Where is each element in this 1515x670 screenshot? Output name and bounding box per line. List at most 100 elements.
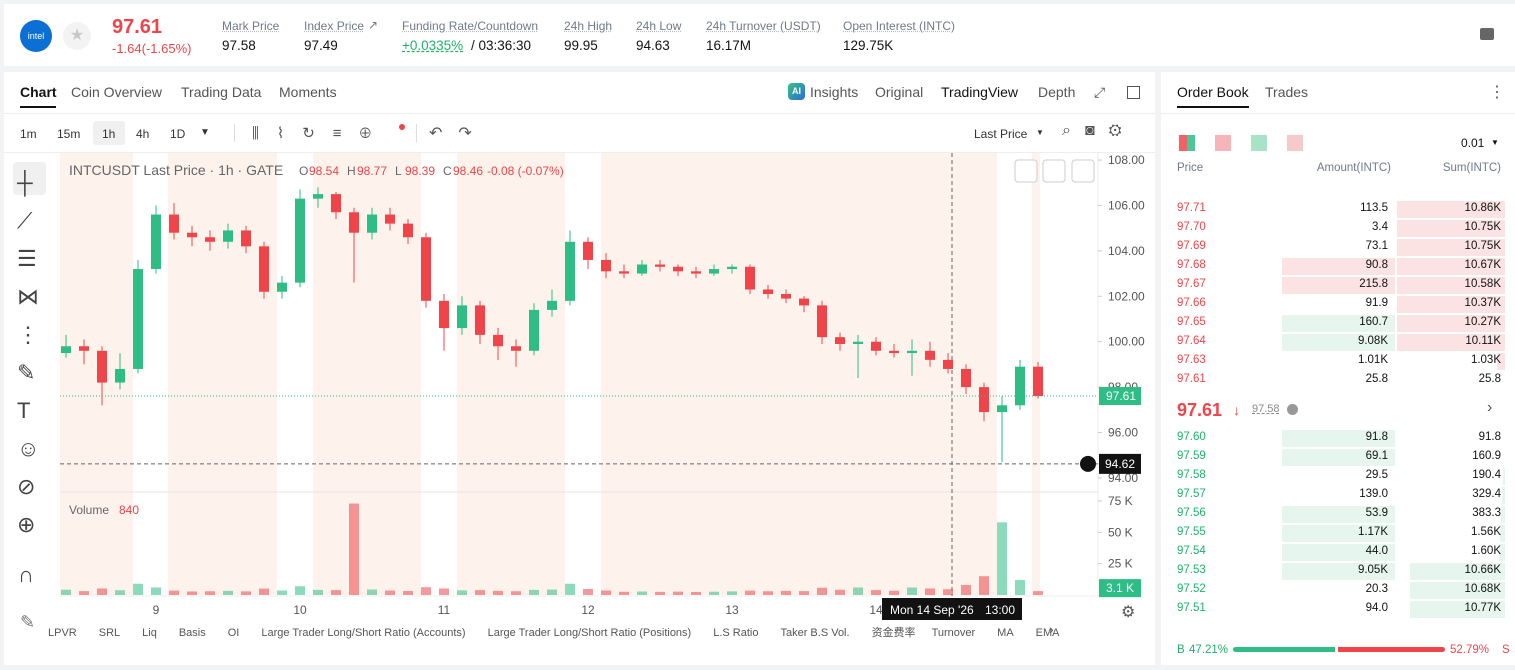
indicator[interactable]: L.S Ratio: [713, 627, 759, 639]
indicator[interactable]: OI: [227, 627, 240, 639]
window-icon[interactable]: [1127, 86, 1140, 99]
view-bids[interactable]: [1251, 135, 1267, 151]
volume-bar: [529, 589, 539, 595]
chart-tools[interactable]: ⌕◙⚙: [1062, 122, 1136, 139]
volume-bar: [637, 591, 647, 595]
tool[interactable]: ⊕: [17, 512, 36, 537]
tool[interactable]: ☺: [17, 436, 40, 461]
indicator[interactable]: Turnover: [931, 627, 976, 639]
amount-depth-bar: [1282, 506, 1395, 523]
amount: 215.8: [1359, 278, 1388, 290]
chart-btn[interactable]: [1042, 159, 1066, 183]
amount-depth-bar: [1282, 315, 1395, 332]
tab[interactable]: Trading Data: [181, 84, 262, 100]
indicator[interactable]: Large Trader Long/Short Ratio (Accounts): [261, 627, 466, 639]
ohlc-key: C: [443, 164, 452, 178]
indicator[interactable]: Liq: [142, 627, 157, 639]
price-type-caret[interactable]: ▼: [1036, 128, 1044, 137]
undo-redo[interactable]: ↶↷: [429, 125, 488, 142]
magnet-tool[interactable]: ∩: [18, 562, 34, 587]
legend-change: -0.08 (-0.07%): [487, 164, 564, 178]
cursor-tool[interactable]: [13, 162, 46, 195]
candle-body: [673, 266, 683, 272]
indicator[interactable]: SRL: [98, 627, 121, 639]
volume-bar: [97, 588, 107, 595]
indicator[interactable]: MA: [997, 627, 1014, 639]
more-icon[interactable]: ⋮: [1489, 84, 1505, 101]
indicator[interactable]: LPVR: [48, 627, 77, 639]
interval[interactable]: 1D: [170, 127, 186, 141]
indicator[interactable]: Large Trader Long/Short Ratio (Positions…: [487, 627, 692, 639]
sum: 10.86K: [1464, 202, 1501, 214]
view-tab[interactable]: Depth: [1038, 84, 1076, 100]
tab[interactable]: Chart: [20, 84, 57, 100]
tool[interactable]: ⋮: [17, 322, 39, 347]
y-tick-label: 100.00: [1108, 335, 1145, 349]
tool[interactable]: ⟋: [17, 208, 33, 233]
expand-arrow[interactable]: ›: [1487, 399, 1493, 416]
candle-body: [169, 214, 179, 233]
sum-depth-bar: [1397, 315, 1505, 332]
indicator[interactable]: Taker B.S Vol.: [780, 627, 850, 639]
tool[interactable]: ⋈: [17, 284, 39, 309]
last-price-tag: [1099, 386, 1141, 405]
candlestick-chart: INTCUSDT Last Price · 1h · GATE Volume 8…: [60, 153, 1145, 620]
view-tab[interactable]: Original: [875, 84, 924, 100]
tool[interactable]: ┼: [17, 170, 33, 195]
volume-bar: [547, 589, 557, 595]
fullscreen-icon[interactable]: ⤢: [1094, 84, 1106, 100]
volume-bar: [457, 590, 467, 595]
indicator[interactable]: 资金费率: [871, 627, 916, 639]
settings-icon[interactable]: ⚙: [1121, 604, 1136, 621]
candle-body: [349, 212, 359, 233]
y-tick-label: 106.00: [1108, 198, 1145, 212]
tab[interactable]: Trades: [1265, 84, 1309, 100]
candle-body: [529, 309, 539, 351]
volume-bar: [61, 589, 71, 595]
tab[interactable]: Moments: [279, 84, 337, 100]
interval[interactable]: 1h: [102, 127, 116, 141]
view-asks[interactable]: [1215, 135, 1231, 151]
pencil-tool[interactable]: ✎: [20, 612, 36, 632]
price: 97.67: [1177, 278, 1206, 290]
view-depth[interactable]: [1287, 135, 1303, 151]
interval[interactable]: 1m: [20, 127, 37, 141]
volume-bar: [763, 591, 773, 595]
indicator[interactable]: Basis: [178, 627, 206, 639]
interval[interactable]: 15m: [57, 127, 81, 141]
volume-bar: [403, 590, 413, 595]
tab[interactable]: Order Book: [1177, 84, 1249, 100]
precision-caret[interactable]: ▼: [1491, 138, 1499, 147]
stat-label: 24h Low: [636, 19, 682, 33]
chart-btn[interactable]: [1071, 159, 1095, 183]
amount: 44.0: [1365, 545, 1388, 557]
draw-tools[interactable]: ┼ ⟋ ☰ ⋈ ⋮ ✎ T ☺ ⊘ ⊕: [17, 164, 39, 544]
sum-depth-bar: [1397, 201, 1505, 218]
tool[interactable]: ☰: [17, 246, 37, 271]
view-both[interactable]: [1179, 135, 1195, 151]
candle-body: [277, 282, 287, 292]
favorite-star[interactable]: ★: [63, 22, 91, 50]
tool[interactable]: ⊘: [17, 474, 36, 499]
toolbar-icons[interactable]: ⫼⌇↻≡⊕: [252, 125, 390, 142]
price: 97.66: [1177, 297, 1206, 309]
view-tab[interactable]: Insights: [810, 84, 859, 100]
indicator[interactable]: EMA: [1035, 627, 1060, 639]
interval-dropdown[interactable]: ▼: [200, 127, 210, 138]
tool[interactable]: ✎: [17, 360, 36, 385]
stat-value: 97.49: [304, 38, 338, 53]
amount: 91.9: [1365, 297, 1388, 309]
interval[interactable]: 4h: [136, 127, 150, 141]
view-tab[interactable]: TradingView: [941, 84, 1019, 100]
precision[interactable]: 0.01: [1461, 136, 1485, 150]
volume-value: 840: [119, 503, 139, 517]
candle-body: [151, 214, 161, 270]
tool[interactable]: T: [17, 398, 31, 423]
stat-label: Index Price: [304, 19, 365, 33]
layout-icon[interactable]: [1480, 28, 1494, 40]
chart-btn[interactable]: [1014, 159, 1038, 183]
tab[interactable]: Coin Overview: [71, 84, 163, 100]
scroll-arrow[interactable]: ›: [1049, 621, 1054, 637]
price-type[interactable]: Last Price: [974, 127, 1028, 141]
